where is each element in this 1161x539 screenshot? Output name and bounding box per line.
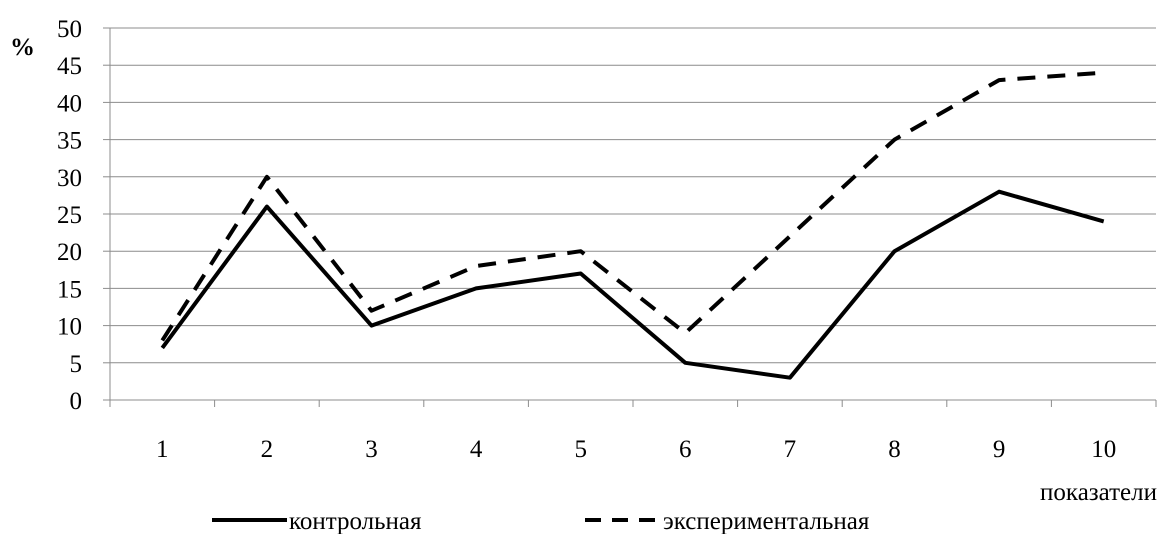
x-tick-label: 5	[574, 436, 587, 463]
x-tick-label: 6	[679, 436, 692, 463]
y-tick-labels: 0 5 10 15 20 25 30 35 40 45 50	[57, 16, 82, 415]
y-tick-label: 45	[57, 53, 82, 80]
series-line-control	[160, 189, 1105, 380]
gridlines	[110, 27, 1156, 364]
y-tick-label: 50	[57, 16, 82, 43]
series-lines	[160, 70, 1105, 380]
legend-label-experimental: экспериментальная	[663, 508, 870, 534]
x-tick-label: 8	[888, 436, 901, 463]
y-tick-label: 30	[57, 165, 82, 192]
x-tick-label: 4	[470, 436, 483, 463]
y-tick-label: 15	[57, 276, 82, 303]
y-tick-label: 5	[70, 351, 83, 378]
y-tick-label: 20	[57, 239, 82, 266]
series-line-experimental	[160, 70, 1104, 342]
legend: контрольная экспериментальная	[212, 508, 870, 535]
x-tick-label: 1	[156, 436, 169, 463]
x-tick-label: 9	[993, 436, 1006, 463]
x-axis-title: показатели	[1040, 479, 1157, 506]
x-tick-label: 10	[1091, 436, 1116, 463]
y-tick-label: 0	[70, 388, 83, 415]
y-tick-label: 25	[57, 202, 82, 229]
y-tick-label: 35	[57, 128, 82, 155]
y-tick-label: 40	[57, 90, 82, 117]
x-tick-label: 7	[784, 436, 797, 463]
y-tick-label: 10	[57, 314, 82, 341]
y-axis-unit-label: %	[10, 34, 35, 61]
x-tick-labels: 1 2 3 4 5 6 7 8 9 10	[156, 436, 1116, 463]
legend-label-control: контрольная	[289, 508, 422, 534]
x-tick-label: 3	[365, 436, 378, 463]
axes	[103, 27, 1157, 407]
x-tick-label: 2	[261, 436, 274, 463]
